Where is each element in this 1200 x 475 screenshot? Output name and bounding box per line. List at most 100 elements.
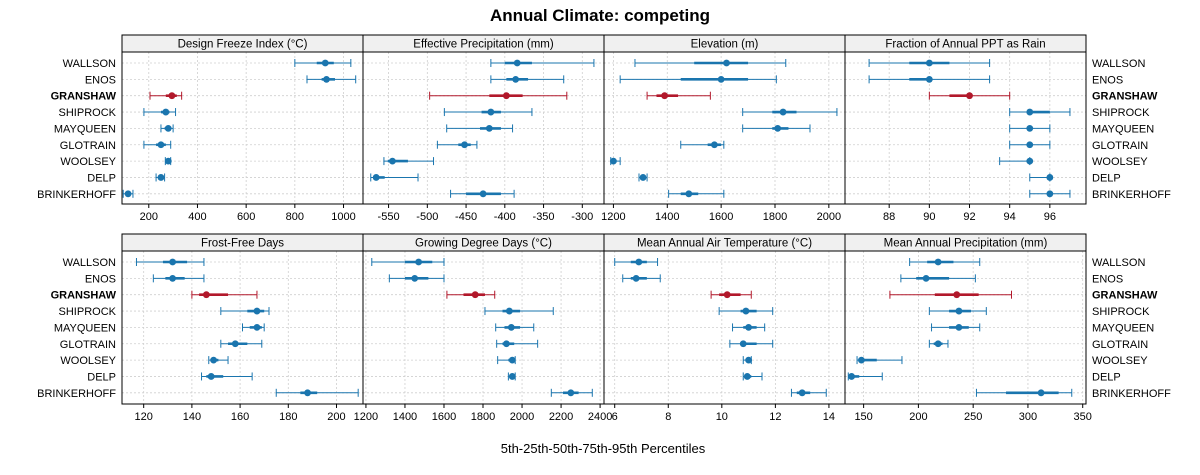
site-label-right: GRANSHAW: [1092, 290, 1158, 302]
interval-woolsey: [999, 157, 1034, 166]
tick-label: 250: [964, 411, 982, 423]
site-label-left: BRINKERHOFF: [37, 189, 116, 201]
interval-shiprock: [484, 307, 554, 316]
interval-mayqueen: [495, 323, 535, 332]
interval-glotrain: [680, 140, 725, 149]
interval-granshaw: [149, 91, 183, 100]
tick-label: 300: [1019, 411, 1037, 423]
median-point: [507, 324, 515, 331]
interval-enos: [306, 75, 357, 84]
site-label-right: WALLSON: [1092, 58, 1145, 70]
site-label-right: ENOS: [1092, 273, 1123, 285]
median-point: [503, 340, 510, 348]
median-point: [231, 340, 239, 348]
median-point: [745, 356, 752, 364]
strip-title: Growing Degree Days (°C): [415, 238, 552, 250]
tick-label: 1000: [331, 211, 355, 223]
interval-mayqueen: [732, 323, 766, 332]
tick-label: 2400: [588, 411, 612, 423]
interval-woolsey: [208, 356, 229, 365]
site-label-left: GRANSHAW: [51, 290, 117, 302]
interval-delp: [201, 372, 253, 381]
site-label-left: GLOTRAIN: [60, 140, 116, 152]
interval-woolsey: [383, 157, 435, 166]
panel-growing-degree-days-c: Growing Degree Days (°C) 1200 1400 1600 1800…: [354, 233, 612, 423]
interval-wallson: [371, 258, 445, 266]
tick-label: 600: [237, 211, 255, 223]
strip-title: Effective Precipitation (mm): [413, 39, 554, 51]
site-label-left: BRINKERHOFF: [37, 388, 116, 400]
site-label-right: GLOTRAIN: [1092, 140, 1148, 152]
median-point: [479, 190, 487, 198]
interval-mayqueen: [242, 323, 265, 332]
site-label-left: DELP: [87, 371, 116, 383]
interval-woolsey: [856, 356, 903, 365]
median-point: [742, 307, 750, 315]
median-point: [858, 356, 865, 364]
tick-label: -550: [378, 211, 400, 223]
median-point: [925, 75, 933, 83]
interval-enos: [490, 75, 565, 84]
site-labels-left-bottom: WALLSON ENOS GRANSHAW SHIPROCK MAYQUEEN GLOTR…: [37, 257, 117, 400]
strip-title: Mean Annual Air Temperature (°C): [637, 238, 812, 250]
median-point: [739, 340, 747, 348]
median-point: [955, 324, 963, 331]
site-label-left: DELP: [87, 172, 116, 184]
site-label-left: WALLSON: [63, 257, 116, 269]
interval-mayqueen: [742, 124, 811, 133]
tick-label: -450: [455, 211, 477, 223]
median-point: [162, 108, 170, 116]
site-label-left: WOOLSEY: [60, 355, 116, 367]
interval-mayqueen: [931, 323, 981, 332]
tick-label: 150: [854, 411, 872, 423]
tick-label: 200: [327, 411, 345, 423]
x-axis-label: 5th-25th-50th-75th-95th Percentiles: [501, 441, 706, 456]
interval-brinkerhoff: [790, 388, 827, 397]
site-label-left: WALLSON: [63, 58, 116, 70]
interval-wallson: [294, 59, 352, 67]
tick-label: 92: [963, 211, 975, 223]
site-label-right: WALLSON: [1092, 257, 1145, 269]
median-point: [207, 373, 215, 380]
interval-glotrain: [729, 339, 774, 348]
median-point: [502, 92, 510, 100]
tick-label: -500: [416, 211, 438, 223]
tick-label: 8: [665, 411, 671, 423]
site-label-right: MAYQUEEN: [1092, 123, 1154, 135]
median-point: [411, 274, 419, 282]
median-point: [169, 274, 177, 282]
interval-wallson: [614, 258, 659, 266]
interval-glotrain: [436, 140, 478, 149]
median-point: [635, 258, 643, 266]
site-label-left: MAYQUEEN: [54, 123, 116, 135]
median-point: [774, 124, 782, 132]
interval-delp: [742, 372, 763, 381]
tick-label: 96: [1044, 211, 1056, 223]
median-point: [711, 141, 718, 149]
interval-wallson: [909, 258, 981, 266]
interval-wallson: [634, 59, 787, 67]
median-point: [639, 174, 647, 181]
tick-label: 160: [231, 411, 249, 423]
tick-label: 1800: [471, 411, 495, 423]
median-point: [632, 274, 640, 282]
strip-title: Elevation (m): [691, 39, 759, 51]
tick-label: 2000: [510, 411, 534, 423]
tick-label: 94: [1004, 211, 1016, 223]
strip-title: Fraction of Annual PPT as Rain: [885, 39, 1045, 51]
interval-mayqueen: [446, 124, 514, 133]
panel-effective-precipitation-mm: Effective Precipitation (mm) -550 -500 -450…: [362, 34, 605, 223]
site-label-right: DELP: [1092, 371, 1121, 383]
median-point: [1037, 389, 1045, 397]
interval-enos: [868, 75, 991, 84]
site-label-left: GLOTRAIN: [60, 339, 116, 351]
median-point: [610, 157, 617, 165]
median-point: [955, 307, 963, 315]
site-label-right: WOOLSEY: [1092, 355, 1148, 367]
panel-border: [844, 250, 1087, 405]
site-label-right: ENOS: [1092, 74, 1123, 86]
panels: Design Freeze Index (°C) 200 400 600 800 1000…: [121, 34, 1092, 423]
median-point: [164, 157, 172, 165]
median-point: [934, 340, 942, 348]
